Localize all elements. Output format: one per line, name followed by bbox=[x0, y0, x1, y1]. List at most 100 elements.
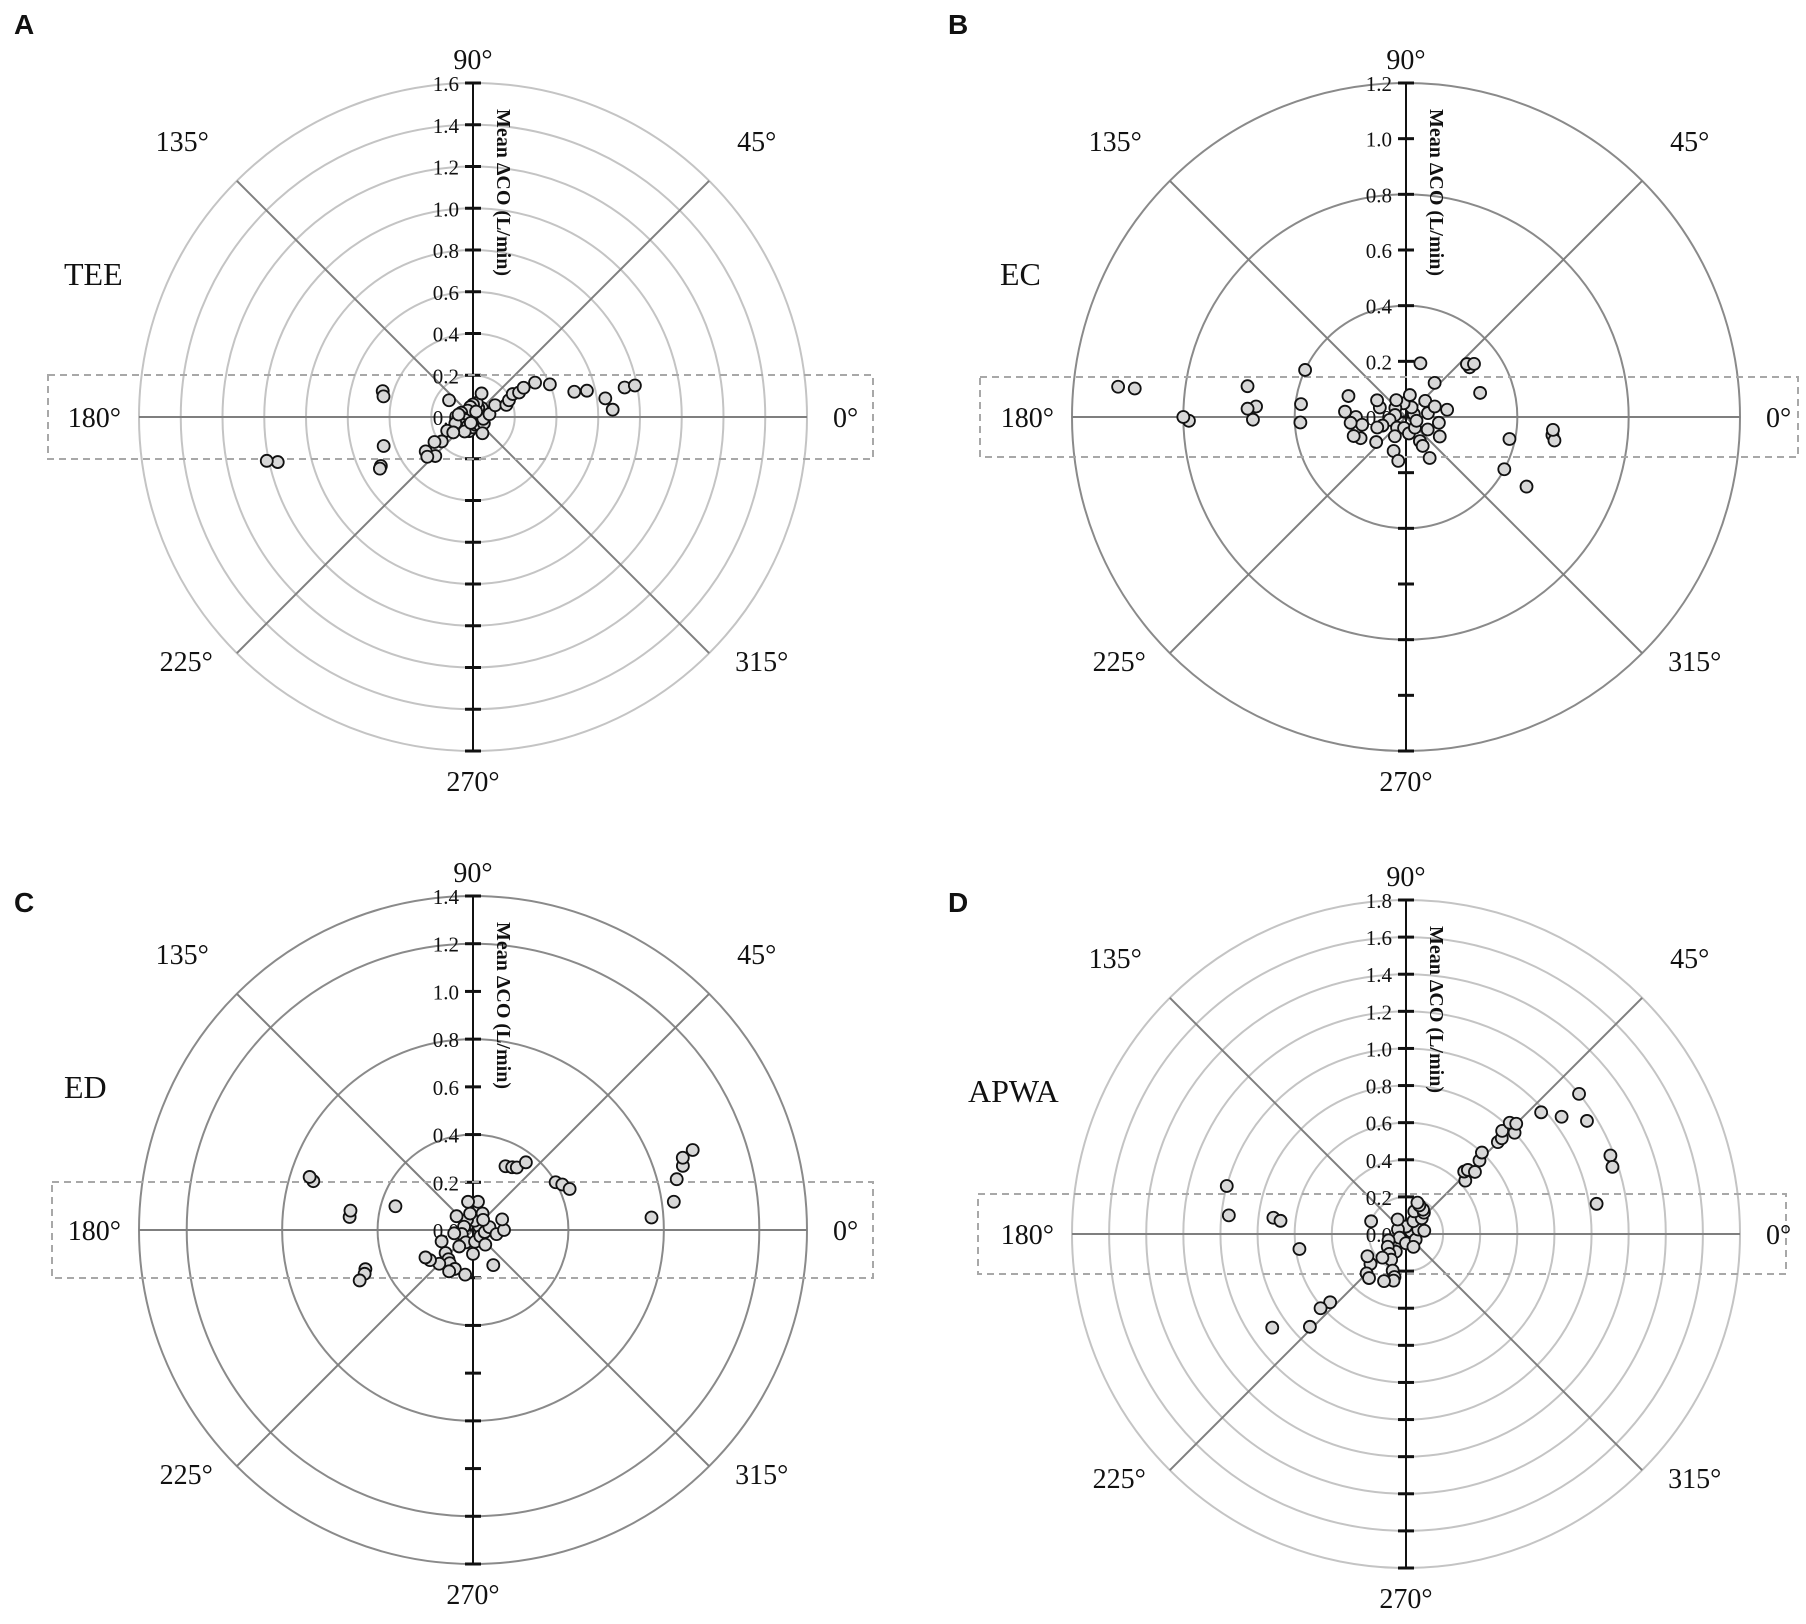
data-point bbox=[451, 407, 466, 422]
radial-tick-label: 1.6 bbox=[1366, 926, 1392, 950]
angle-label: 0° bbox=[1766, 403, 1791, 434]
data-point bbox=[1519, 479, 1534, 494]
angle-label: 135° bbox=[156, 127, 209, 158]
data-point bbox=[516, 380, 531, 395]
method-label: EC bbox=[1000, 256, 1041, 292]
data-point bbox=[1273, 1213, 1288, 1228]
data-point bbox=[1265, 1320, 1280, 1335]
radial-tick-label: 1.6 bbox=[433, 72, 459, 96]
data-point bbox=[1413, 356, 1428, 371]
data-point bbox=[458, 1267, 473, 1282]
radial-tick-label: 1.4 bbox=[433, 885, 460, 909]
method-label: APWA bbox=[968, 1073, 1059, 1109]
method-label: TEE bbox=[64, 256, 123, 292]
data-point bbox=[1402, 388, 1417, 402]
data-point bbox=[562, 1182, 577, 1196]
data-point bbox=[447, 1226, 462, 1241]
data-point bbox=[1546, 422, 1560, 437]
exclusion-zone-box bbox=[51, 1181, 874, 1279]
radial-tick-label: 1.4 bbox=[1366, 963, 1393, 987]
data-point bbox=[1432, 429, 1447, 444]
data-point bbox=[1294, 397, 1308, 412]
radial-tick-label: 1.2 bbox=[433, 933, 459, 957]
data-point bbox=[567, 384, 582, 399]
radial-tick-label: 1.8 bbox=[1366, 889, 1392, 913]
data-point bbox=[343, 1203, 358, 1218]
radial-tick-label: 1.0 bbox=[1366, 1037, 1392, 1061]
data-point bbox=[1341, 389, 1356, 403]
radial-axis-title: Mean ΔCO (L/min) bbox=[492, 922, 514, 1089]
radial-axis-title: Mean ΔCO (L/min) bbox=[492, 109, 514, 276]
data-point bbox=[1343, 415, 1358, 430]
spoke-225 bbox=[236, 1229, 474, 1467]
data-point bbox=[1323, 1295, 1338, 1310]
method-label: ED bbox=[64, 1069, 107, 1105]
angle-label: 315° bbox=[735, 1460, 788, 1491]
radial-tick-label: 0.6 bbox=[433, 1076, 459, 1100]
angle-label: 45° bbox=[1670, 127, 1709, 158]
data-point bbox=[442, 1264, 457, 1279]
data-point bbox=[666, 1194, 681, 1209]
data-point bbox=[376, 439, 391, 453]
exclusion-zone-box bbox=[979, 376, 1799, 458]
data-point bbox=[463, 415, 478, 430]
angle-label: 225° bbox=[160, 1460, 213, 1491]
data-point bbox=[1246, 412, 1260, 427]
data-point bbox=[1420, 422, 1435, 437]
radial-tick-label: 0.6 bbox=[1366, 1112, 1392, 1136]
angle-label: 225° bbox=[1093, 1464, 1146, 1495]
data-point bbox=[434, 1234, 449, 1249]
data-point bbox=[372, 461, 387, 476]
data-point bbox=[474, 386, 489, 401]
angle-label: 0° bbox=[1766, 1220, 1791, 1251]
data-point bbox=[1406, 1239, 1421, 1254]
data-point bbox=[486, 1258, 501, 1273]
angle-label: 135° bbox=[156, 940, 209, 971]
data-point bbox=[1390, 1212, 1405, 1227]
angle-label: 45° bbox=[1670, 944, 1709, 975]
angle-label: 315° bbox=[735, 647, 788, 678]
data-point bbox=[1389, 393, 1404, 408]
data-point bbox=[685, 1143, 700, 1157]
radial-tick-label: 0.6 bbox=[433, 281, 459, 305]
angle-label: 315° bbox=[1668, 1464, 1721, 1495]
data-point bbox=[1431, 415, 1446, 430]
radial-axis-title: Mean ΔCO (L/min) bbox=[1425, 926, 1447, 1093]
angle-label: 180° bbox=[1001, 403, 1054, 434]
angle-label: 270° bbox=[1379, 767, 1432, 798]
data-point bbox=[475, 426, 490, 441]
angle-label: 90° bbox=[1386, 45, 1425, 76]
data-point bbox=[1387, 429, 1402, 444]
data-point bbox=[605, 402, 620, 417]
panel-letter: A bbox=[14, 9, 34, 40]
data-point bbox=[1589, 1196, 1604, 1211]
radial-tick-label: 1.2 bbox=[1366, 1000, 1392, 1024]
data-point bbox=[352, 1273, 367, 1288]
data-point bbox=[1409, 413, 1424, 428]
data-point bbox=[1221, 1208, 1236, 1223]
spoke-45 bbox=[472, 993, 710, 1231]
data-point bbox=[1360, 1249, 1375, 1264]
data-point bbox=[495, 1212, 510, 1227]
data-point bbox=[1391, 453, 1406, 468]
spoke-225 bbox=[1169, 416, 1407, 654]
data-point bbox=[1440, 402, 1455, 417]
data-point bbox=[1370, 420, 1385, 435]
data-point bbox=[1293, 415, 1308, 430]
angle-label: 180° bbox=[68, 1216, 121, 1247]
angle-label: 45° bbox=[737, 940, 776, 971]
data-point bbox=[1417, 1223, 1432, 1238]
data-point bbox=[1240, 401, 1255, 416]
angle-label: 315° bbox=[1668, 647, 1721, 678]
angle-label: 270° bbox=[1379, 1584, 1432, 1615]
data-point bbox=[1219, 1179, 1234, 1193]
data-point bbox=[1509, 1116, 1524, 1131]
spoke-45 bbox=[1405, 180, 1643, 418]
data-point bbox=[1369, 435, 1384, 449]
angle-label: 90° bbox=[453, 45, 492, 76]
data-point bbox=[675, 1150, 690, 1165]
data-point bbox=[478, 1237, 493, 1252]
data-point bbox=[1468, 1165, 1482, 1179]
data-point bbox=[1298, 363, 1312, 377]
